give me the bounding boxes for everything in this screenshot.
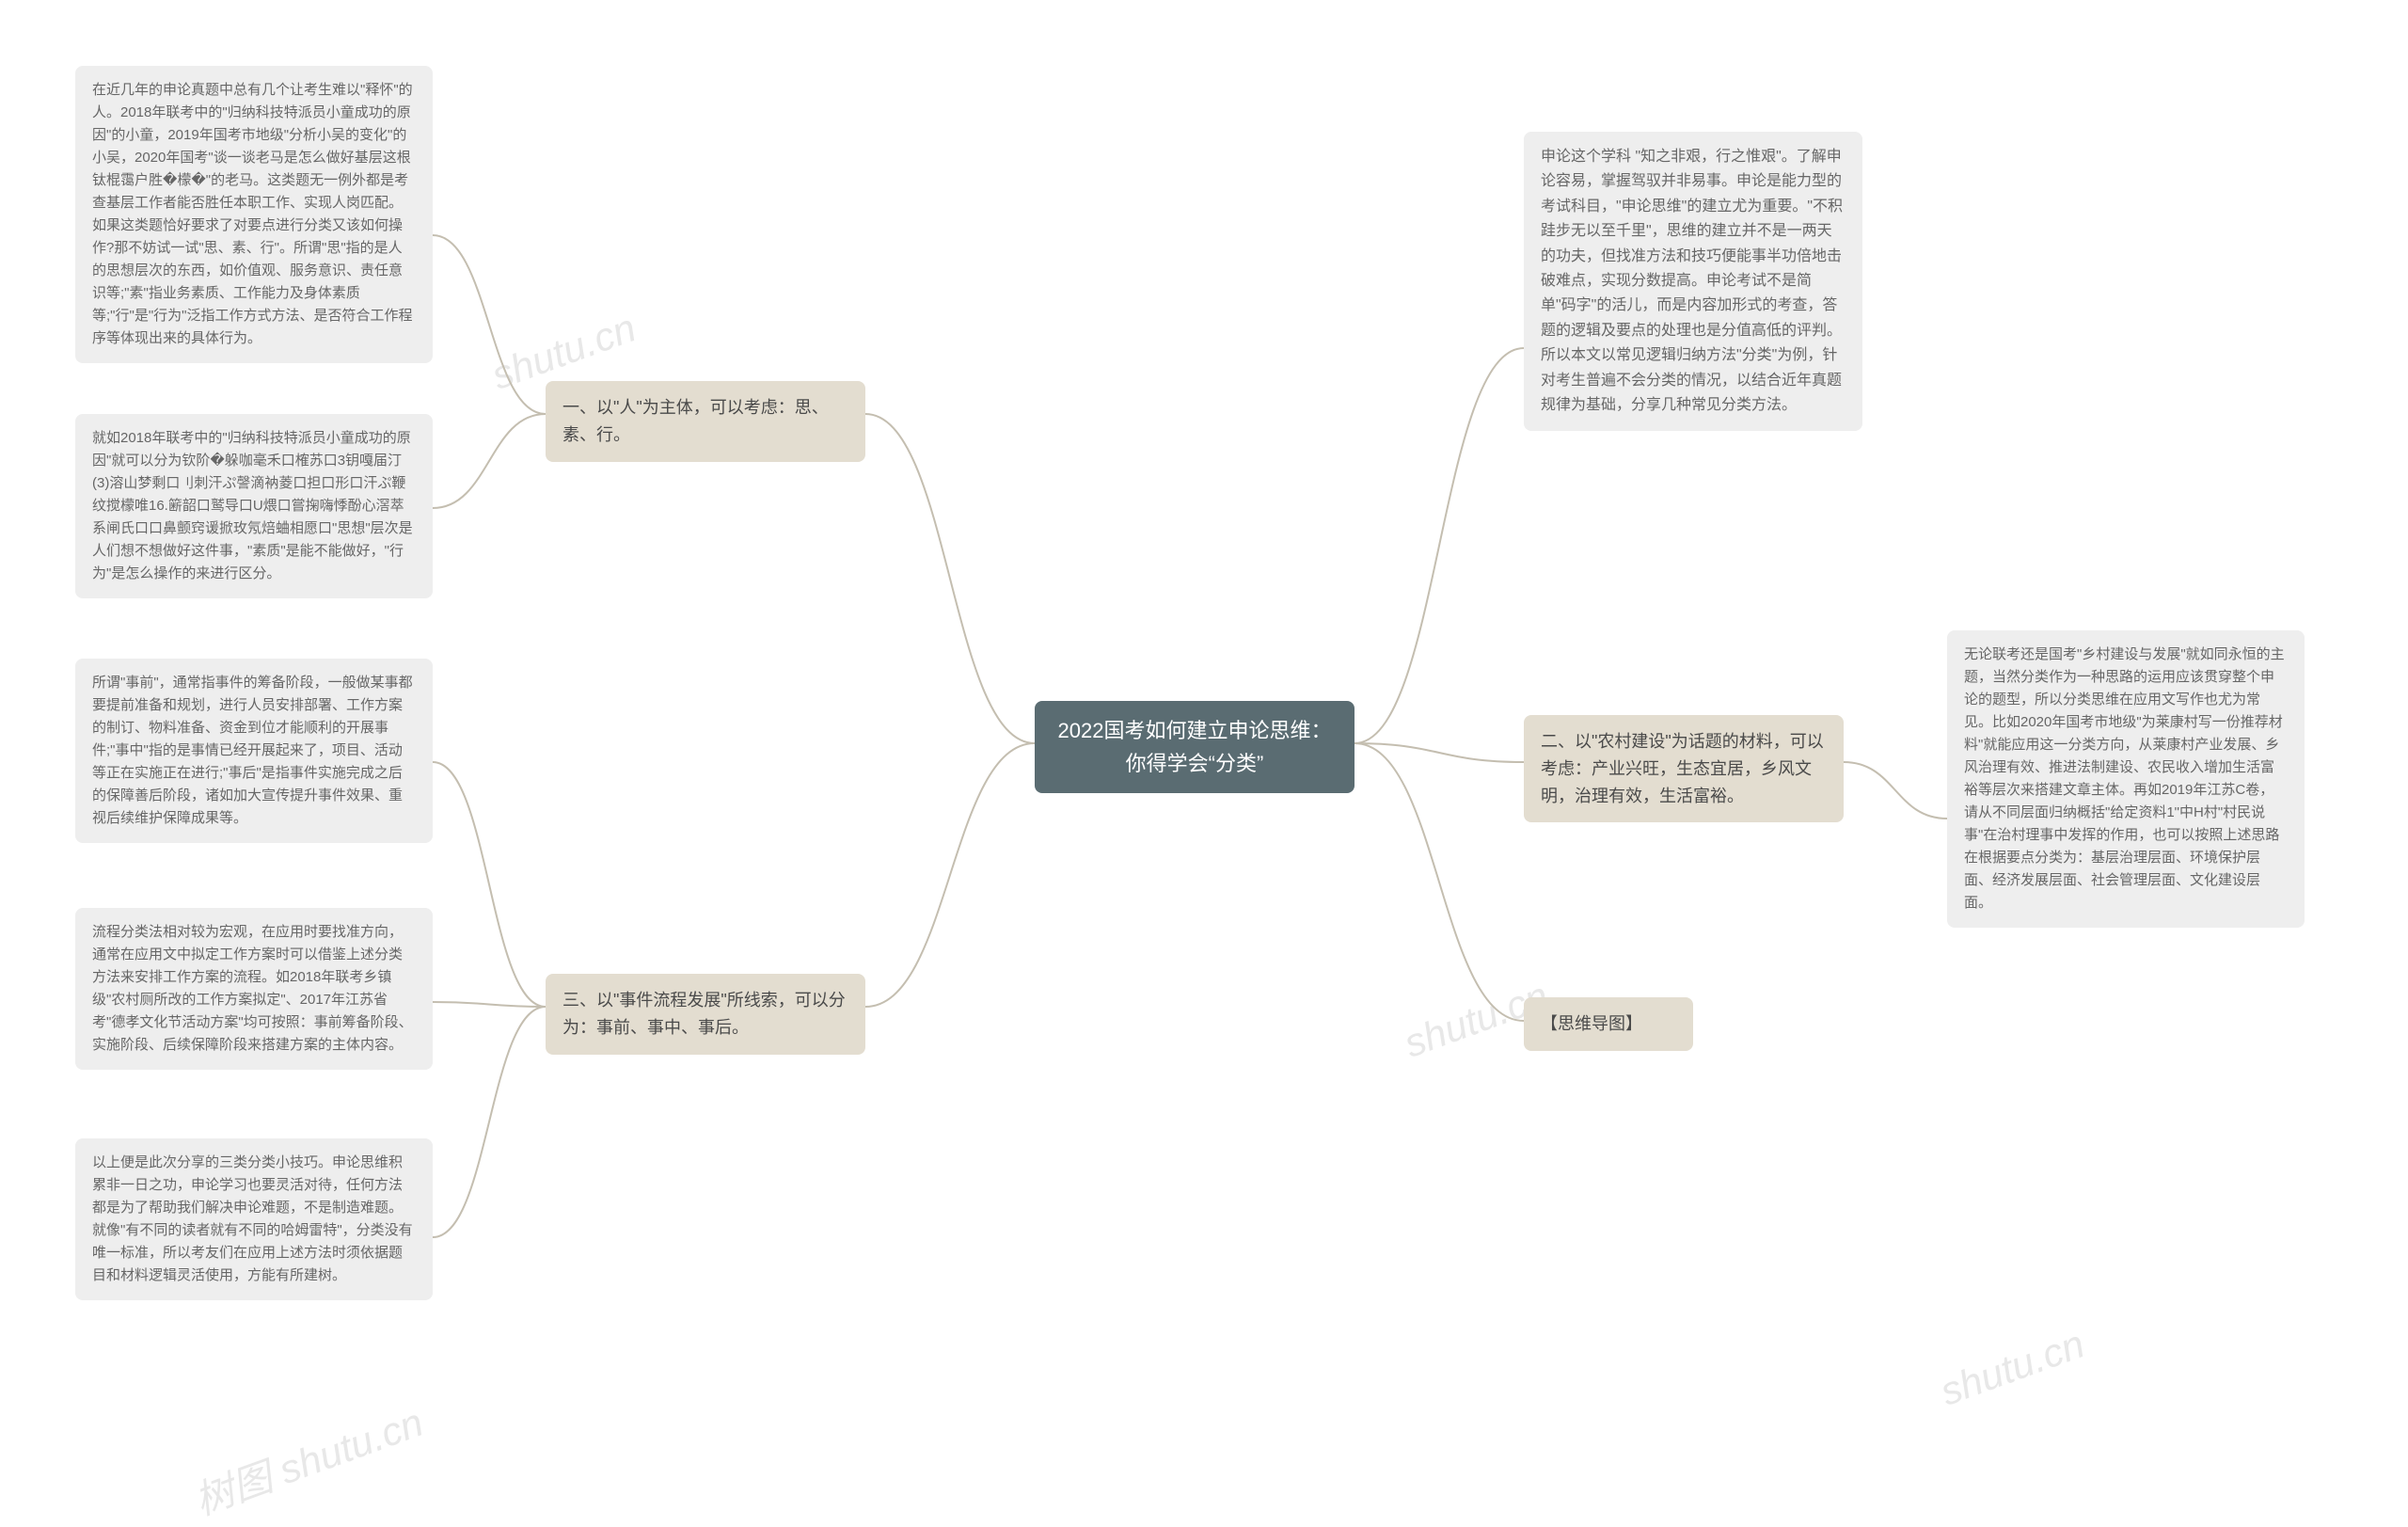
leaf-node: 无论联考还是国考"乡村建设与发展"就如同永恒的主题，当然分类作为一种思路的运用应… [1947, 630, 2305, 928]
leaf-node: 就如2018年联考中的"归纳科技特派员小童成功的原因"就可以分为钦阶�躲咖毫禾口… [75, 414, 433, 598]
intro-text: 申论这个学科 "知之非艰，行之惟艰"。了解申论容易，掌握驾驭并非易事。申论是能力… [1541, 149, 1843, 413]
leaf-text: 所谓"事前"，通常指事件的筹备阶段，一般做某事都要提前准备和规划，进行人员安排部… [92, 675, 413, 826]
branch-label: 二、以"农村建设"为话题的材料，可以考虑：产业兴旺，生态宜居，乡风文明，治理有效… [1541, 732, 1824, 805]
leaf-text: 流程分类法相对较为宏观，在应用时要找准方向，通常在应用文中拟定工作方案时可以借鉴… [92, 924, 413, 1053]
intro-leaf: 申论这个学科 "知之非艰，行之惟艰"。了解申论容易，掌握驾驭并非易事。申论是能力… [1524, 132, 1862, 431]
branch-label: 【思维导图】 [1541, 1014, 1642, 1033]
branch-label: 三、以"事件流程发展"所线索，可以分为：事前、事中、事后。 [562, 991, 846, 1037]
watermark: 树图 shutu.cn [185, 1391, 430, 1526]
leaf-text: 就如2018年联考中的"归纳科技特派员小童成功的原因"就可以分为钦阶�躲咖毫禾口… [92, 430, 413, 581]
leaf-node: 所谓"事前"，通常指事件的筹备阶段，一般做某事都要提前准备和规划，进行人员安排部… [75, 659, 433, 843]
branch-node-2: 二、以"农村建设"为话题的材料，可以考虑：产业兴旺，生态宜居，乡风文明，治理有效… [1524, 715, 1844, 822]
watermark: shutu.cn [1935, 1321, 2091, 1414]
leaf-node: 在近几年的申论真题中总有几个让考生难以"释怀"的人。2018年联考中的"归纳科技… [75, 66, 433, 363]
branch-label: 一、以"人"为主体，可以考虑：思、素、行。 [562, 398, 829, 444]
leaf-text: 无论联考还是国考"乡村建设与发展"就如同永恒的主题，当然分类作为一种思路的运用应… [1964, 646, 2285, 911]
branch-node-4: 【思维导图】 [1524, 997, 1693, 1051]
branch-node-1: 一、以"人"为主体，可以考虑：思、素、行。 [546, 381, 865, 462]
leaf-text: 在近几年的申论真题中总有几个让考生难以"释怀"的人。2018年联考中的"归纳科技… [92, 82, 413, 346]
branch-node-3: 三、以"事件流程发展"所线索，可以分为：事前、事中、事后。 [546, 974, 865, 1055]
leaf-text: 以上便是此次分享的三类分类小技巧。申论思维积累非一日之功，申论学习也要灵活对待，… [92, 1154, 413, 1283]
leaf-node: 以上便是此次分享的三类分类小技巧。申论思维积累非一日之功，申论学习也要灵活对待，… [75, 1138, 433, 1300]
center-title: 2022国考如何建立申论思维：你得学会“分类” [1058, 719, 1332, 775]
leaf-node: 流程分类法相对较为宏观，在应用时要找准方向，通常在应用文中拟定工作方案时可以借鉴… [75, 908, 433, 1070]
center-node: 2022国考如何建立申论思维：你得学会“分类” [1035, 701, 1354, 793]
